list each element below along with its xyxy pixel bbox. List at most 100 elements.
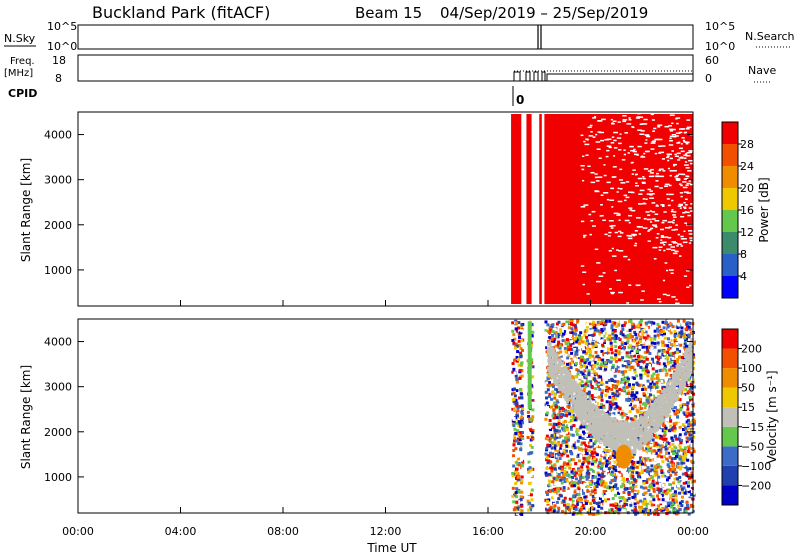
velocity-cell <box>642 356 646 360</box>
velocity-cell <box>636 355 640 359</box>
velocity-cell <box>544 452 548 456</box>
velocity-cell <box>672 506 676 510</box>
power-gap-cell <box>650 113 654 116</box>
velocity-cell <box>657 329 661 333</box>
velocity-cell <box>686 484 690 488</box>
velocity-cell <box>639 350 643 354</box>
velocity-cell <box>664 437 668 441</box>
power-gap-cell <box>610 291 615 294</box>
velocity-cell <box>590 394 594 398</box>
velocity-cell <box>627 383 631 387</box>
velocity-cell <box>560 434 564 438</box>
velocity-cell <box>672 409 676 413</box>
velocity-cell <box>645 396 649 400</box>
velocity-cell <box>647 401 651 405</box>
velocity-cell <box>611 414 615 418</box>
velocity-cell <box>661 437 665 441</box>
velocity-cell <box>650 503 654 507</box>
velocity-cell <box>617 479 621 483</box>
velocity-cell <box>651 438 655 442</box>
velocity-cell <box>580 465 584 469</box>
velocity-cell <box>512 443 516 447</box>
velocity-cell <box>639 319 643 323</box>
power-gap-cell <box>682 206 687 208</box>
power-gap-cell <box>599 131 605 134</box>
velocity-cell <box>587 356 591 360</box>
velocity-cell <box>550 338 554 342</box>
velocity-cell <box>635 471 639 475</box>
velocity-cell <box>656 494 660 498</box>
velocity-cell <box>639 323 643 327</box>
velocity-cell <box>591 363 595 367</box>
velocity-cell <box>553 324 557 328</box>
power-gap-cell <box>688 233 694 235</box>
velocity-cell <box>642 339 646 343</box>
velocity-cell <box>688 376 692 380</box>
velocity-cell <box>603 453 607 457</box>
velocity-cell <box>609 341 613 345</box>
velocity-cell <box>599 494 603 498</box>
velocity-cell <box>660 379 664 383</box>
velocity-cell <box>622 507 626 511</box>
velocity-cell <box>669 360 673 364</box>
velocity-cell <box>553 467 557 471</box>
power-gap-cell <box>662 293 667 296</box>
velocity-cell <box>662 332 666 336</box>
velocity-cell <box>555 423 559 427</box>
velocity-cell <box>665 451 669 455</box>
velocity-cell <box>512 454 516 458</box>
velocity-cell <box>553 472 557 476</box>
velocity-cell <box>513 321 517 325</box>
velocity-cell <box>531 408 535 412</box>
velocity-cell <box>593 323 597 327</box>
velocity-cell <box>614 355 618 359</box>
velocity-cell <box>630 508 634 512</box>
velocity-cell <box>609 510 613 514</box>
velocity-cell <box>650 346 654 350</box>
velocity-cell <box>626 419 630 423</box>
velocity-cell <box>519 396 523 400</box>
velocity-ground-cell <box>579 398 583 402</box>
velocity-cell <box>571 375 575 379</box>
velocity-cell <box>553 463 557 467</box>
velocity-cell <box>600 483 604 487</box>
velocity-cell <box>526 435 530 439</box>
velocity-cell <box>660 340 664 344</box>
velocity-cell <box>574 415 578 419</box>
velocity-cell <box>641 368 645 372</box>
velocity-cell <box>593 485 597 489</box>
velocity-cell <box>545 332 549 336</box>
velocity-cell <box>563 436 567 440</box>
velocity-cell <box>639 373 643 377</box>
velocity-cell <box>680 449 684 453</box>
velocity-cell <box>606 500 610 504</box>
velocity-cell <box>577 504 581 508</box>
frequency-trace <box>513 71 693 82</box>
velocity-cell <box>569 361 573 365</box>
velocity-cell <box>574 507 578 511</box>
velocity-cell <box>568 412 572 416</box>
power-gap-cell <box>589 233 592 236</box>
velocity-cell <box>588 487 592 491</box>
velocity-cell <box>582 319 586 323</box>
velocity-cell <box>631 469 635 473</box>
power-gap-cell <box>666 198 670 200</box>
velocity-cell <box>553 444 557 448</box>
velocity-cell <box>599 337 603 341</box>
velocity-cell <box>593 460 597 464</box>
power-gap-cell <box>686 119 691 121</box>
velocity-cell <box>671 470 675 474</box>
velocity-cell <box>599 364 603 368</box>
velocity-cell <box>544 471 548 475</box>
velocity-cell <box>551 496 555 500</box>
velocity-cell <box>546 503 550 507</box>
velocity-cell <box>577 469 581 473</box>
velocity-cell <box>579 370 583 374</box>
velocity-cell <box>686 321 690 325</box>
velocity-cell <box>610 326 614 330</box>
velocity-cell <box>628 325 632 329</box>
velocity-cell <box>649 385 653 389</box>
velocity-cell <box>662 502 666 506</box>
velocity-cell <box>591 470 595 474</box>
